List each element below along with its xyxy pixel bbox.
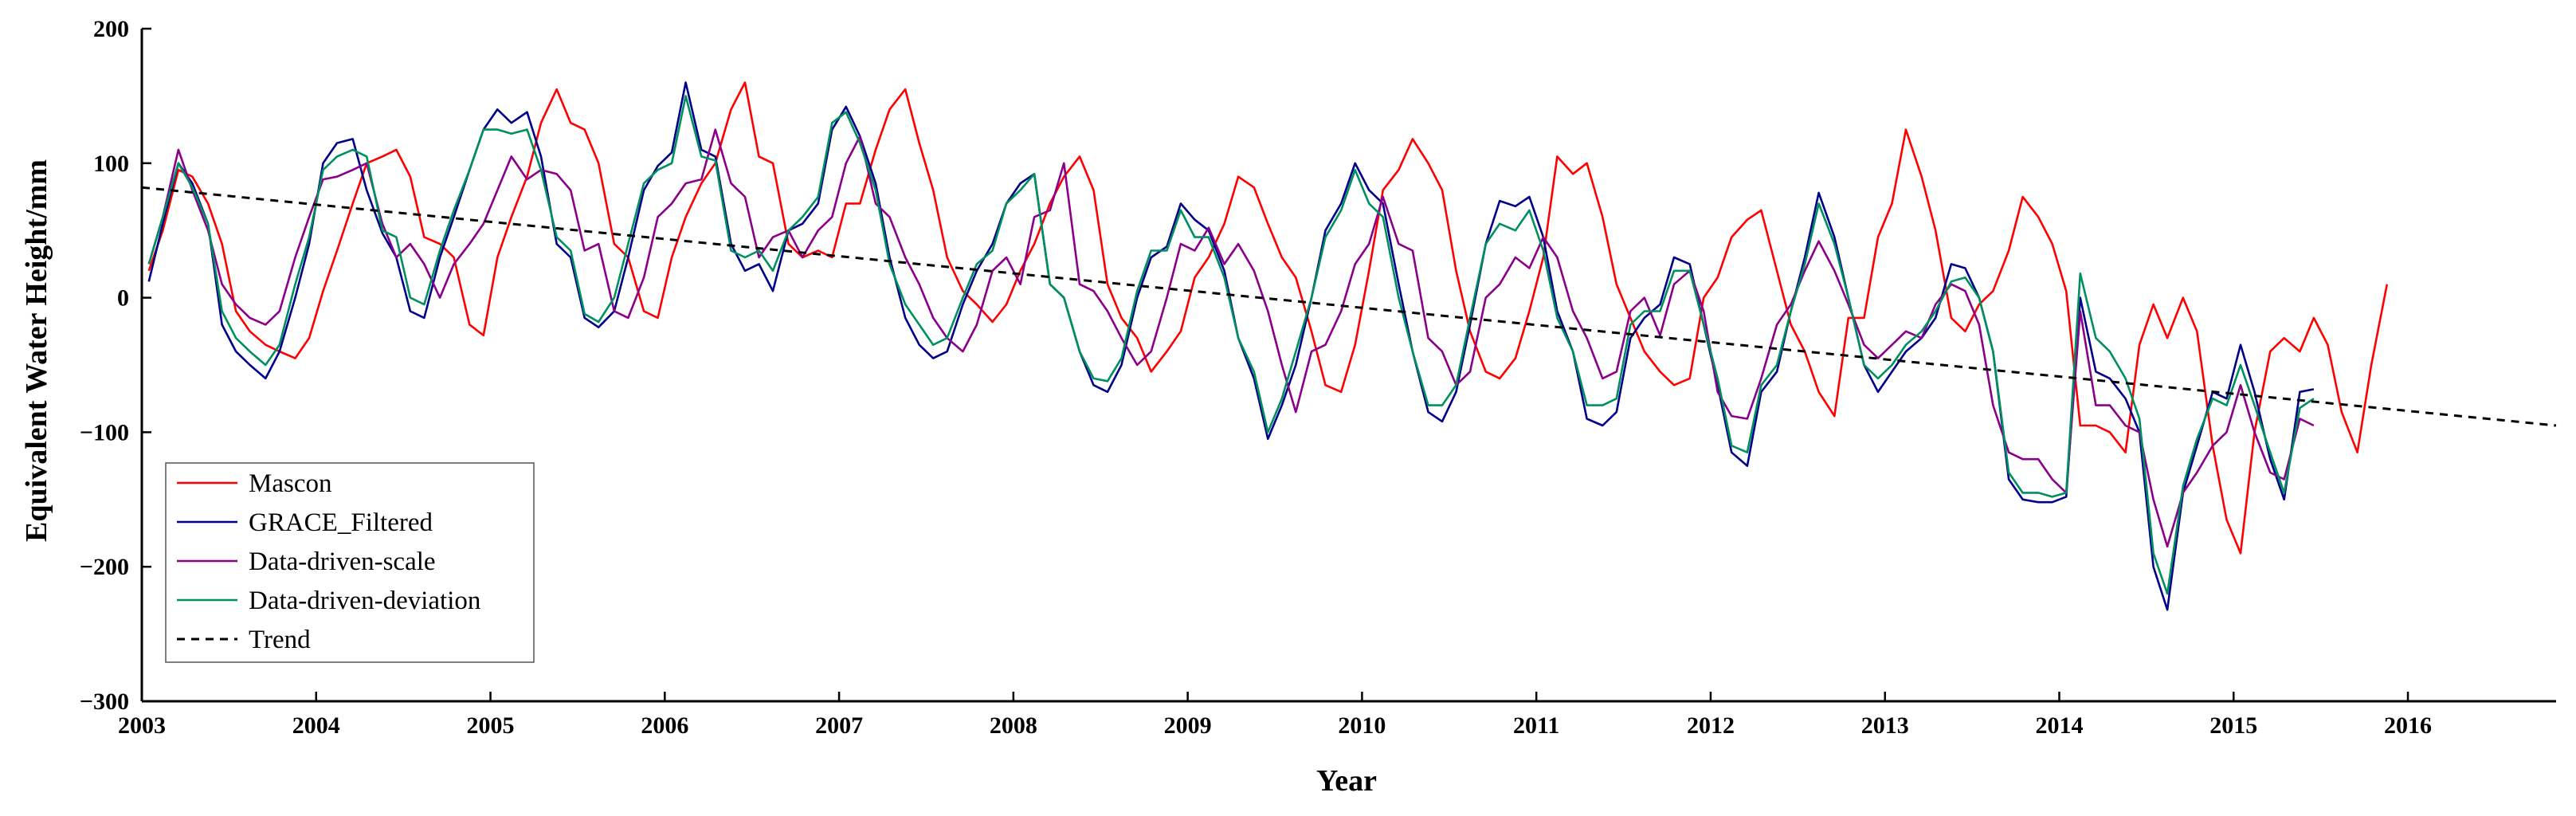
y-tick-label: −300	[80, 688, 129, 715]
legend-label: GRACE_Filtered	[249, 508, 433, 537]
x-tick-label: 2004	[292, 712, 340, 739]
y-tick-label: −200	[80, 554, 129, 580]
x-tick-label: 2015	[2209, 712, 2257, 739]
y-tick-label: 100	[93, 151, 129, 177]
x-tick-label: 2014	[2035, 712, 2083, 739]
x-tick-label: 2007	[815, 712, 863, 739]
x-tick-label: 2010	[1338, 712, 1386, 739]
series-layer	[141, 81, 2557, 611]
y-tick-label: 0	[117, 285, 129, 312]
legend-label: Mascon	[249, 469, 331, 498]
x-tick-label: 2012	[1687, 712, 1735, 739]
x-tick-label: 2011	[1513, 712, 1559, 739]
x-tick-label: 2013	[1861, 712, 1909, 739]
x-tick-label: 2016	[2384, 712, 2432, 739]
series-line-mascon	[147, 81, 2389, 555]
legend-frame	[165, 462, 535, 663]
x-tick-label: 2008	[990, 712, 1037, 739]
series-line-data-driven-scale	[147, 128, 2315, 548]
legend: Mascon GRACE_Filtered Data-driven-scale Dat…	[165, 462, 535, 663]
series-line-trend	[141, 186, 2557, 427]
series-line-data-driven-deviation	[147, 95, 2315, 595]
legend-label: Data-driven-deviation	[249, 586, 480, 615]
axes-layer	[140, 29, 2556, 703]
y-axis-title: Equivalent Water Height/mm	[20, 159, 53, 542]
x-axis-title: Year	[1316, 764, 1377, 798]
x-tick-label: 2003	[118, 712, 166, 739]
x-tick-label: 2005	[467, 712, 515, 739]
legend-label: Data-driven-scale	[249, 547, 436, 576]
y-tick-label: 200	[93, 16, 129, 42]
legend-label: Trend	[249, 626, 311, 654]
legend-items: Mascon GRACE_Filtered Data-driven-scale Dat…	[177, 469, 480, 654]
y-tick-label: −100	[80, 419, 129, 445]
x-tick-label: 2006	[641, 712, 688, 739]
x-tick-label: 2009	[1164, 712, 1212, 739]
